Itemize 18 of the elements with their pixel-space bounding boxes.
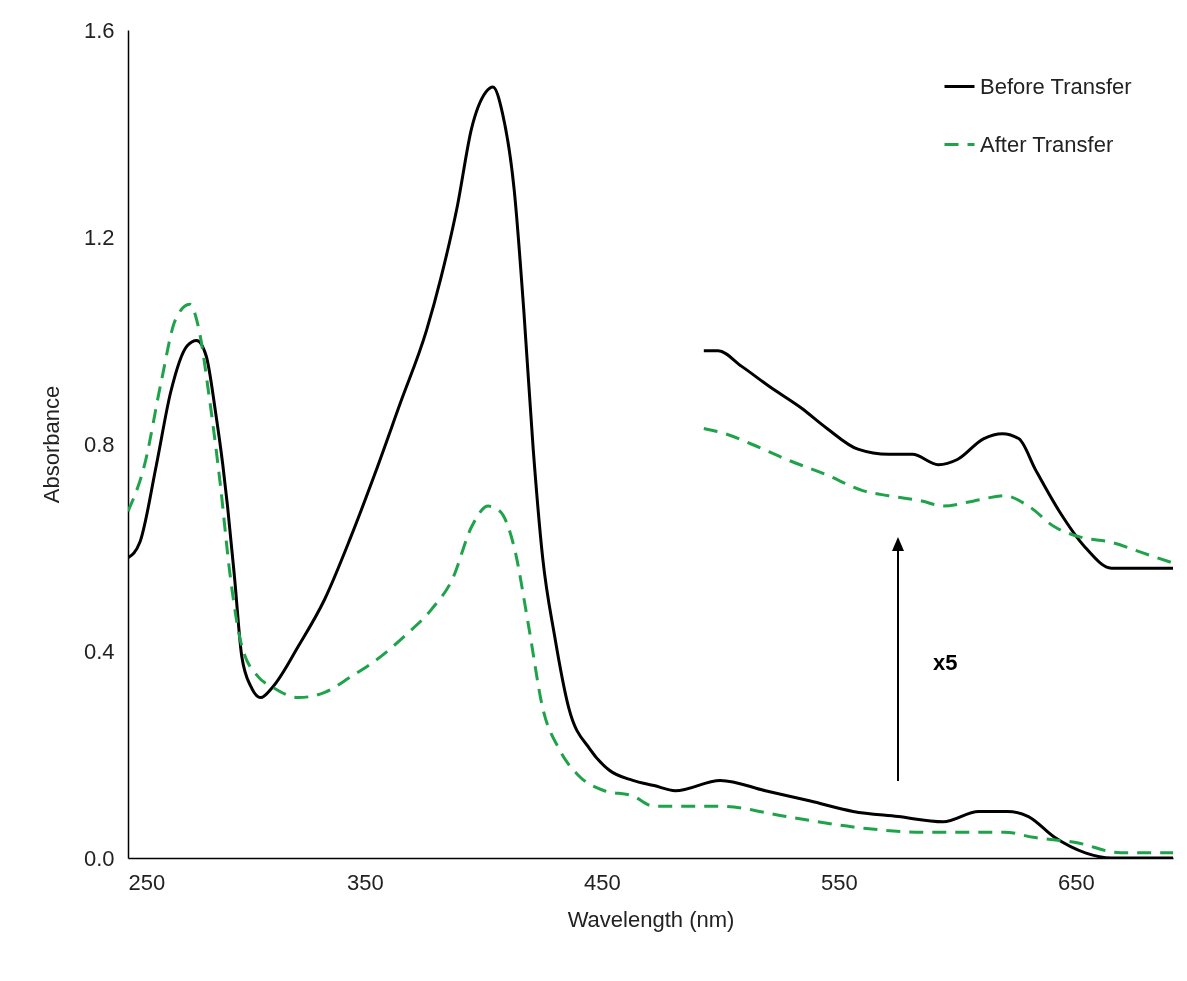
y-tick-label: 1.2	[83, 224, 115, 250]
line-series	[702, 426, 1173, 565]
line-series	[702, 349, 1173, 570]
y-tick-label: 0.8	[83, 431, 115, 457]
x-axis-title: Wavelength (nm)	[567, 906, 735, 932]
legend-label: After Transfer	[980, 131, 1114, 157]
line-series	[128, 302, 1173, 855]
y-tick-label: 0.4	[83, 638, 115, 664]
x-tick-label: 450	[584, 869, 621, 895]
y-axis-title: Absorbance	[38, 385, 64, 504]
x-tick-label: 550	[821, 869, 858, 895]
y-tick-label: 0.0	[83, 845, 115, 871]
legend-label: Before Transfer	[980, 73, 1132, 99]
annotation: x5	[933, 650, 958, 675]
x-tick-label: 250	[128, 869, 166, 895]
x-tick-label: 650	[1057, 869, 1095, 895]
y-tick-label: 1.6	[83, 17, 115, 43]
x-tick-label: 350	[347, 869, 384, 895]
